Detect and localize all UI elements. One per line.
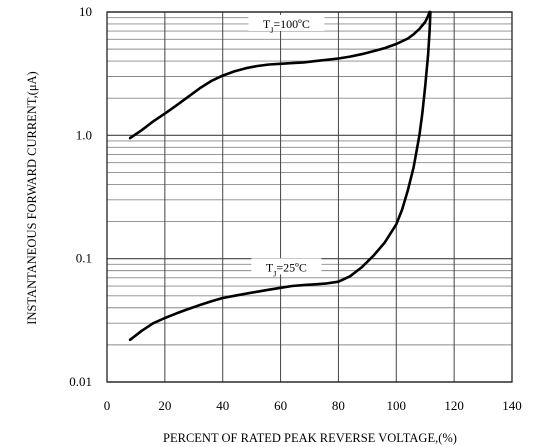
y-tick-labels: 0.01 0.1 1.0 10 xyxy=(69,4,92,389)
x-tick-label: 60 xyxy=(274,398,287,413)
x-tick-label: 140 xyxy=(502,398,522,413)
series-labels: TJ=100ºC TJ=25ºC xyxy=(248,14,325,278)
x-tick-label: 40 xyxy=(216,398,229,413)
x-tick-label: 100 xyxy=(387,398,407,413)
series-label-box-tj-100 xyxy=(248,14,325,31)
series-line-tj-25 xyxy=(128,10,432,342)
y-tick-label: 0.1 xyxy=(76,251,92,266)
series-line-tj-100 xyxy=(128,10,431,140)
x-tick-label: 80 xyxy=(332,398,345,413)
x-tick-label: 120 xyxy=(444,398,464,413)
series-lines xyxy=(128,10,432,342)
x-tick-label: 0 xyxy=(104,398,111,413)
grid xyxy=(106,11,513,383)
y-tick-label: 1.0 xyxy=(76,127,92,142)
x-tick-labels: 0 20 40 60 80 100 120 140 xyxy=(104,398,522,413)
y-axis-title: INSTANTANEOUS FORWARD CURRENT,(μA) xyxy=(25,71,39,324)
plot-frame xyxy=(106,11,513,383)
x-axis-title: PERCENT OF RATED PEAK REVERSE VOLTAGE,(%… xyxy=(163,431,457,445)
series-label-box-tj-25 xyxy=(251,258,322,275)
y-tick-label: 0.01 xyxy=(69,374,92,389)
series-label-tj-25: TJ=25ºC xyxy=(266,260,307,278)
y-tick-label: 10 xyxy=(79,4,92,19)
series-label-tj-100: TJ=100ºC xyxy=(263,17,310,34)
x-tick-label: 20 xyxy=(158,398,171,413)
